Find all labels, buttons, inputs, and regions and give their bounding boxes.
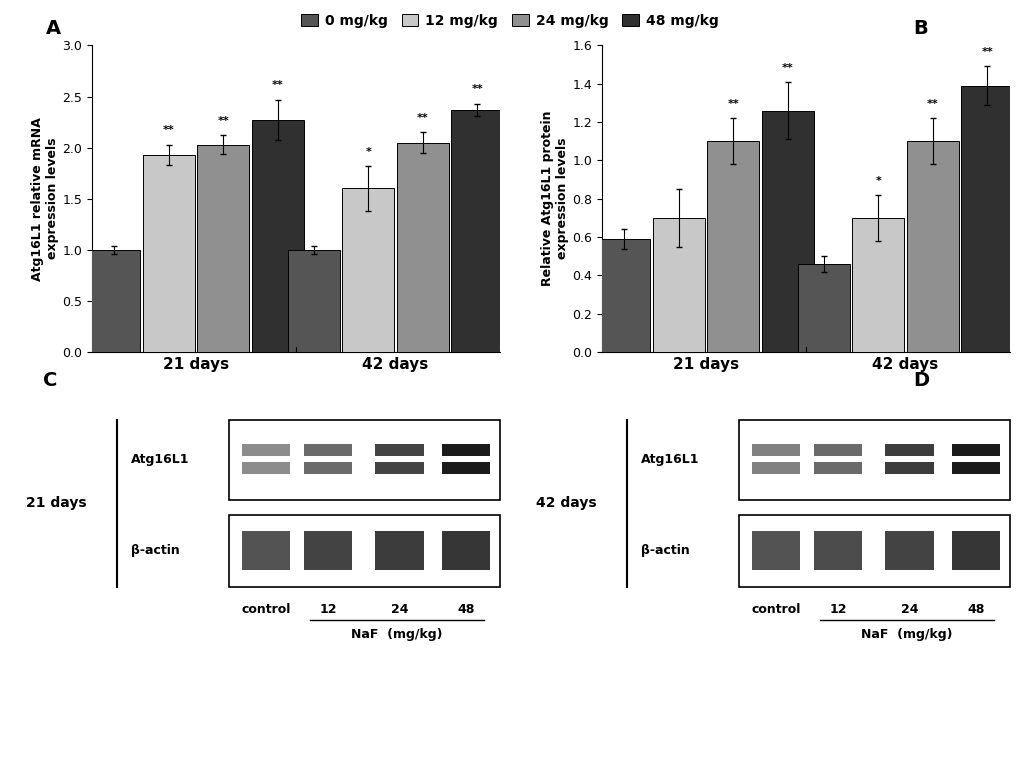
Text: **: ** bbox=[980, 47, 993, 58]
Bar bbox=[450, 110, 502, 352]
Text: *: * bbox=[365, 147, 371, 157]
Bar bbox=[797, 264, 849, 352]
Text: **: ** bbox=[271, 80, 283, 90]
Bar bbox=[960, 86, 1012, 352]
Text: 48: 48 bbox=[457, 603, 474, 616]
Y-axis label: Relative Atg16L1 protein
expression levels: Relative Atg16L1 protein expression leve… bbox=[541, 111, 569, 286]
Text: 42 days: 42 days bbox=[535, 497, 596, 510]
Text: **: ** bbox=[471, 85, 483, 95]
Text: 24: 24 bbox=[390, 603, 409, 616]
Text: control: control bbox=[751, 603, 800, 616]
Y-axis label: Atg16L1 relative mRNA
expression levels: Atg16L1 relative mRNA expression levels bbox=[32, 117, 59, 281]
Text: NaF  (mg/kg): NaF (mg/kg) bbox=[351, 628, 442, 640]
Text: 21 days: 21 days bbox=[25, 497, 87, 510]
Bar bbox=[342, 188, 393, 352]
Text: β-actin: β-actin bbox=[640, 544, 689, 557]
Bar bbox=[707, 142, 758, 352]
Bar bbox=[198, 145, 249, 352]
Text: 12: 12 bbox=[828, 603, 846, 616]
Text: **: ** bbox=[781, 63, 793, 73]
Text: Atg16L1: Atg16L1 bbox=[130, 453, 189, 466]
Legend: 0 mg/kg, 12 mg/kg, 24 mg/kg, 48 mg/kg: 0 mg/kg, 12 mg/kg, 24 mg/kg, 48 mg/kg bbox=[296, 8, 723, 33]
Bar bbox=[906, 142, 958, 352]
Bar bbox=[761, 111, 813, 352]
Text: **: ** bbox=[217, 116, 229, 126]
Text: *: * bbox=[874, 176, 880, 185]
Text: β-actin: β-actin bbox=[130, 544, 179, 557]
Bar bbox=[287, 250, 339, 352]
Text: C: C bbox=[43, 371, 57, 390]
Text: A: A bbox=[46, 19, 61, 38]
Text: NaF  (mg/kg): NaF (mg/kg) bbox=[860, 628, 952, 640]
Bar bbox=[598, 239, 650, 352]
Text: **: ** bbox=[163, 126, 174, 136]
Text: control: control bbox=[242, 603, 290, 616]
Text: 48: 48 bbox=[966, 603, 983, 616]
Bar bbox=[252, 120, 304, 352]
Text: **: ** bbox=[727, 99, 739, 109]
Text: 12: 12 bbox=[319, 603, 336, 616]
Text: B: B bbox=[912, 19, 926, 38]
Bar bbox=[852, 218, 903, 352]
Text: Atg16L1: Atg16L1 bbox=[640, 453, 698, 466]
Text: **: ** bbox=[926, 99, 937, 109]
Bar bbox=[396, 142, 448, 352]
Text: **: ** bbox=[417, 113, 428, 123]
Bar bbox=[143, 154, 195, 352]
Text: 24: 24 bbox=[900, 603, 918, 616]
Bar bbox=[89, 250, 141, 352]
Bar bbox=[652, 218, 704, 352]
Text: D: D bbox=[912, 371, 928, 390]
